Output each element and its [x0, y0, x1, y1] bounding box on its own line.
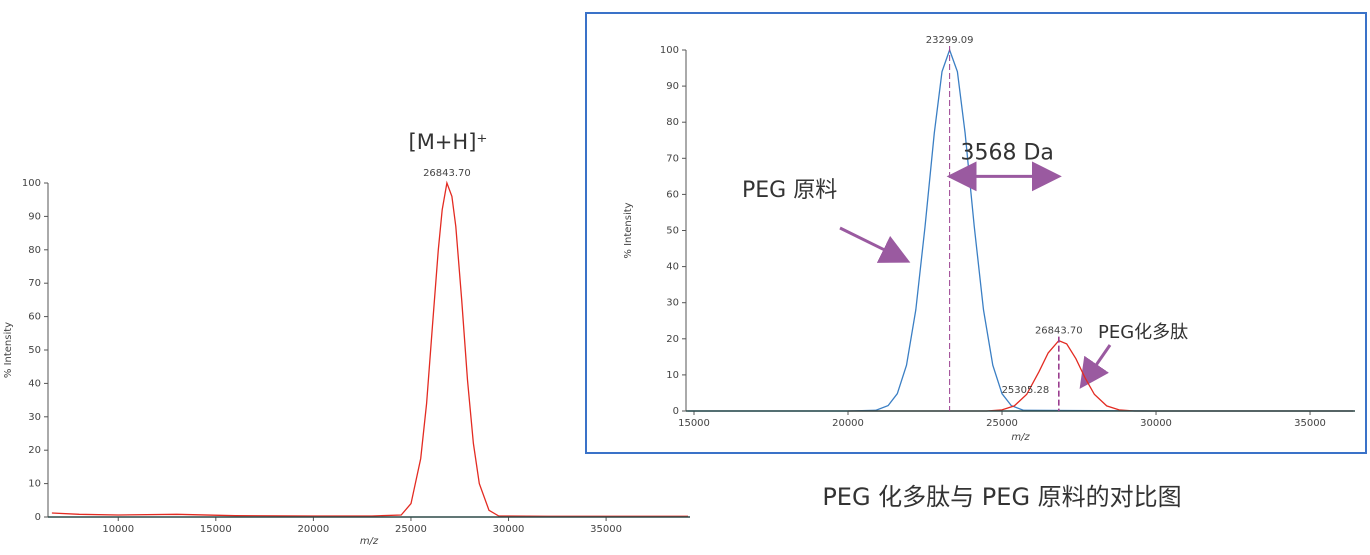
- x-tick-label: 20000: [832, 418, 864, 429]
- x-tick-label: 20000: [297, 524, 329, 535]
- x-tick-label: 35000: [590, 524, 622, 535]
- x-tick-label: 15000: [200, 524, 232, 535]
- x-axis-title: m/z: [1011, 432, 1030, 443]
- series-label: PEG化多肽: [1098, 322, 1188, 343]
- annotation: 25305.28: [1002, 385, 1050, 396]
- y-tick-label: 90: [666, 81, 679, 92]
- peak-label: 23299.09: [926, 35, 974, 46]
- y-tick-label: 20: [666, 334, 679, 345]
- difference-label: 3568 Da: [961, 140, 1054, 165]
- y-tick-label: 40: [666, 262, 679, 273]
- series-line: [687, 48, 1354, 412]
- chart-frame: [585, 12, 1367, 454]
- y-tick-label: 60: [666, 189, 679, 200]
- y-tick-label: 30: [666, 298, 679, 309]
- x-tick-label: 25000: [986, 418, 1018, 429]
- y-tick-label: 40: [28, 378, 41, 389]
- series-line: [848, 339, 1354, 412]
- x-tick-label: 15000: [678, 418, 710, 429]
- y-tick-label: 20: [28, 445, 41, 456]
- chart-title: [M+H]⁺: [409, 130, 488, 154]
- y-tick-label: 100: [660, 45, 679, 56]
- pointer-arrow: [839, 226, 911, 263]
- y-tick-label: 90: [28, 211, 41, 222]
- series-line: [51, 180, 688, 517]
- y-tick-label: 70: [666, 153, 679, 164]
- x-axis-title: m/z: [360, 536, 379, 547]
- y-tick-label: 80: [28, 245, 41, 256]
- x-tick-label: 25000: [395, 524, 427, 535]
- y-axis-title: % Intensity: [623, 202, 634, 258]
- y-axis-title: % Intensity: [3, 322, 14, 378]
- x-tick-label: 30000: [493, 524, 525, 535]
- peak-label: 26843.70: [423, 168, 471, 179]
- peak-label: 26843.70: [1035, 326, 1083, 337]
- y-tick-label: 70: [28, 278, 41, 289]
- y-tick-label: 10: [28, 479, 41, 490]
- y-tick-label: 0: [673, 406, 679, 417]
- y-tick-label: 100: [22, 178, 41, 189]
- pointer-arrow: [1079, 344, 1112, 389]
- y-tick-label: 30: [28, 412, 41, 423]
- y-tick-label: 50: [666, 226, 679, 237]
- series-label: PEG 原料: [742, 178, 837, 203]
- y-tick-label: 0: [35, 512, 41, 523]
- x-tick-label: 35000: [1294, 418, 1326, 429]
- caption: PEG 化多肽与 PEG 原料的对比图: [822, 483, 1181, 511]
- x-tick-label: 30000: [1140, 418, 1172, 429]
- y-tick-label: 50: [28, 345, 41, 356]
- x-tick-label: 10000: [102, 524, 134, 535]
- y-tick-label: 80: [666, 117, 679, 128]
- y-tick-label: 60: [28, 312, 41, 323]
- y-tick-label: 10: [666, 370, 679, 381]
